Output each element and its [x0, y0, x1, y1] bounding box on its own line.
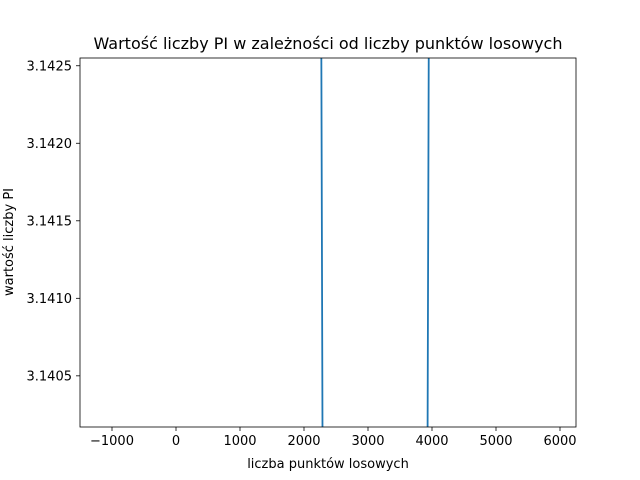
y-tick-label: 3.1405	[27, 369, 73, 384]
x-tick-label: 3000	[351, 434, 384, 449]
x-tick-label: 0	[172, 434, 180, 449]
x-axis-label: liczba punktów losowych	[247, 457, 409, 472]
x-tick-label: 6000	[543, 434, 576, 449]
series-line	[320, 58, 430, 427]
y-axis-ticks: 3.1405 3.1410 3.1415 3.1420 3.1425	[27, 59, 80, 384]
x-tick-label: −1000	[90, 434, 134, 449]
x-tick-label: 4000	[415, 434, 448, 449]
plot-frame	[79, 57, 577, 428]
x-tick-label: 5000	[479, 434, 512, 449]
series-layer	[320, 58, 430, 427]
y-tick-label: 3.1410	[27, 292, 73, 307]
plot-area	[80, 58, 576, 427]
y-axis-label: wartość liczby PI	[2, 188, 17, 296]
y-tick-label: 3.1420	[27, 137, 73, 152]
y-tick-label: 3.1415	[27, 214, 73, 229]
x-tick-label: 2000	[287, 434, 320, 449]
y-tick-label: 3.1425	[27, 59, 73, 74]
x-axis-ticks: −1000 0 1000 2000 3000 4000 5000 6000	[90, 427, 577, 449]
chart-title: Wartość liczby PI w zależności od liczby…	[94, 34, 563, 53]
x-tick-label: 1000	[223, 434, 256, 449]
